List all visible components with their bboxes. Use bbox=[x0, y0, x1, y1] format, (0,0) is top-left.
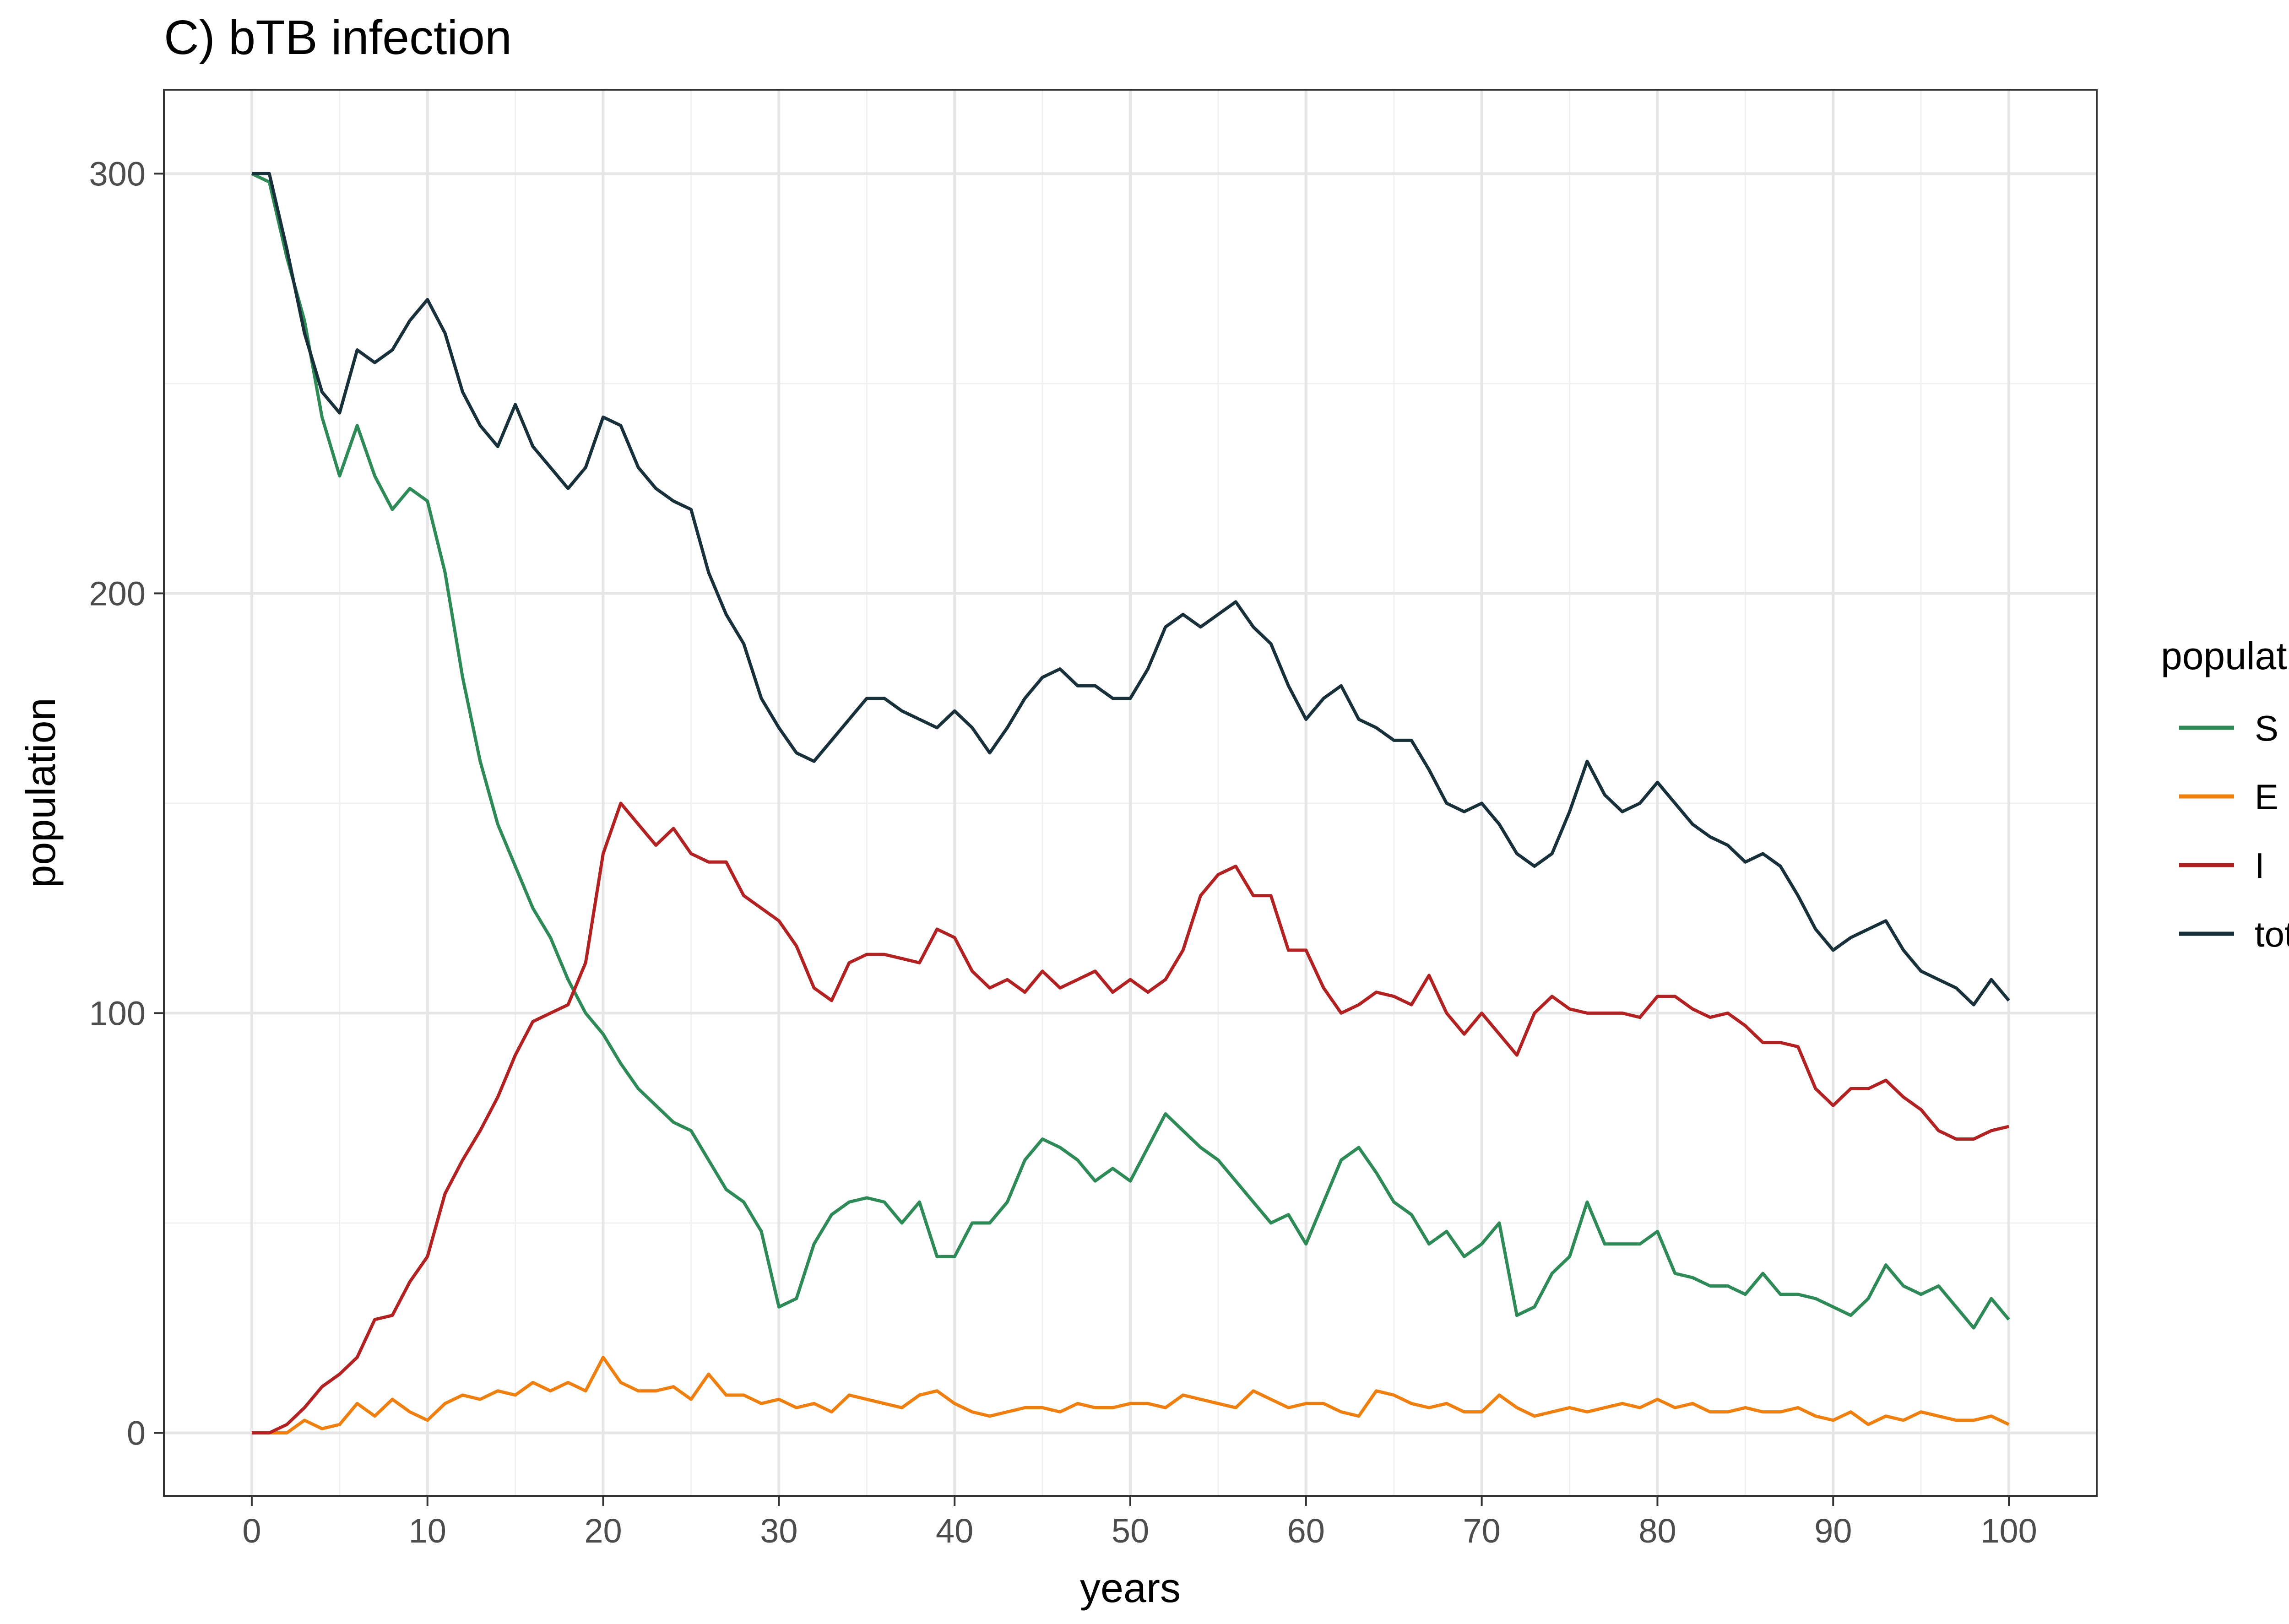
legend-label: total bbox=[2255, 914, 2289, 954]
x-tick-label: 70 bbox=[1463, 1512, 1500, 1550]
x-tick-label: 80 bbox=[1638, 1512, 1676, 1550]
legend: population SEItotal bbox=[2161, 634, 2289, 954]
series-line-E bbox=[251, 1355, 2010, 1435]
legend-item-total: total bbox=[2179, 914, 2289, 954]
x-tick-label: 0 bbox=[242, 1512, 261, 1550]
x-axis-title: years bbox=[1080, 1565, 1181, 1611]
series-line-total bbox=[251, 172, 2010, 1007]
legend-item-I: I bbox=[2179, 845, 2265, 886]
x-tick-label: 100 bbox=[1980, 1512, 2037, 1550]
axes: 0 10 20 30 40 50 60 70 80 90 100 0 100 200 300 bbox=[89, 155, 2037, 1550]
series-line-S bbox=[251, 172, 2010, 1330]
x-tick-label: 50 bbox=[1112, 1512, 1149, 1550]
y-tick-label: 100 bbox=[89, 994, 146, 1032]
legend-title: population bbox=[2161, 634, 2289, 677]
legend-label: S bbox=[2255, 708, 2278, 748]
legend-item-S: S bbox=[2179, 708, 2278, 748]
y-tick-label: 200 bbox=[89, 574, 146, 612]
y-axis-title: population bbox=[18, 698, 64, 888]
grid bbox=[164, 90, 2097, 1496]
y-tick-label: 300 bbox=[89, 155, 146, 193]
x-tick-label: 30 bbox=[760, 1512, 797, 1550]
legend-item-E: E bbox=[2179, 777, 2278, 817]
legend-label: I bbox=[2255, 845, 2265, 886]
x-tick-label: 40 bbox=[936, 1512, 973, 1550]
series-layer bbox=[251, 172, 2010, 1435]
series-line-I bbox=[251, 801, 2009, 1435]
legend-label: E bbox=[2255, 777, 2278, 817]
x-tick-label: 90 bbox=[1814, 1512, 1852, 1550]
y-tick-label: 0 bbox=[127, 1414, 146, 1452]
chart-title: C) bTB infection bbox=[164, 11, 512, 65]
x-tick-label: 20 bbox=[584, 1512, 622, 1550]
x-tick-label: 10 bbox=[409, 1512, 446, 1550]
x-tick-label: 60 bbox=[1287, 1512, 1325, 1550]
